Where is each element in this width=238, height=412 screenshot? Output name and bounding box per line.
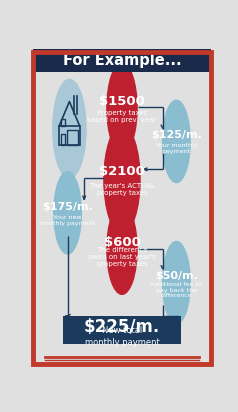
Text: $50/m.: $50/m. — [155, 272, 198, 281]
Text: $600: $600 — [104, 236, 140, 249]
Text: For Example...: For Example... — [63, 54, 181, 68]
Ellipse shape — [163, 100, 190, 183]
Text: Property taxes
based on prev. year: Property taxes based on prev. year — [87, 110, 157, 123]
Text: $2100: $2100 — [99, 165, 145, 178]
Text: $125/m.: $125/m. — [151, 130, 202, 140]
Text: The difference
owed on last year's
property taxes: The difference owed on last year's prope… — [88, 248, 156, 267]
Text: The year's ACTUAL
property taxes: The year's ACTUAL property taxes — [89, 183, 155, 196]
Ellipse shape — [107, 63, 137, 153]
FancyBboxPatch shape — [33, 49, 211, 72]
Text: $225/m.: $225/m. — [84, 318, 160, 336]
Ellipse shape — [53, 80, 86, 178]
FancyBboxPatch shape — [63, 316, 181, 344]
Ellipse shape — [163, 241, 190, 324]
Ellipse shape — [54, 172, 81, 254]
Text: Your monthly
payment: Your monthly payment — [156, 143, 197, 154]
Text: $1500: $1500 — [99, 95, 145, 108]
Ellipse shape — [104, 126, 140, 233]
Text: $175/m.: $175/m. — [42, 201, 93, 212]
Text: Additional fee to
pay back the
difference: Additional fee to pay back the differenc… — [150, 282, 202, 298]
Text: New total
monthly payment: New total monthly payment — [84, 326, 159, 346]
Ellipse shape — [107, 204, 137, 294]
Text: Your new
monthly payment: Your new monthly payment — [40, 215, 96, 226]
